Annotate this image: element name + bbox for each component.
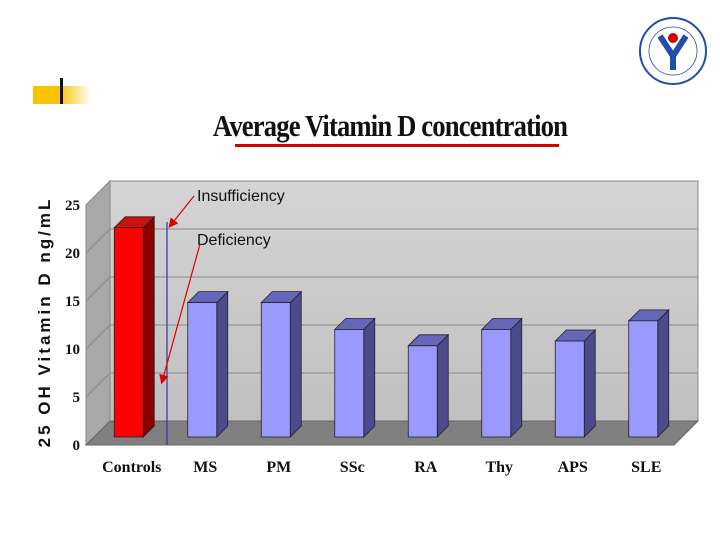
y-tick-label: 25 [65, 198, 80, 214]
plot-side-wall [85, 179, 111, 447]
y-axis-title: 25 OH Vitamin D ng/mL [35, 197, 54, 448]
bar [554, 340, 585, 438]
deficiency-arrow [159, 243, 201, 385]
chart-title: Average Vitamin D concentration [212, 108, 568, 143]
gridline-side [85, 276, 111, 302]
x-tick-label: SLE [631, 459, 661, 476]
y-tick-label: 0 [73, 438, 81, 454]
x-tick-label: APS [558, 459, 588, 476]
x-tick-label: SSc [340, 459, 365, 476]
y-tick-label: 10 [65, 342, 80, 358]
bar [187, 302, 218, 438]
x-tick-label: MS [193, 459, 217, 476]
bar [334, 329, 365, 438]
bar-side [436, 333, 449, 438]
x-tick-label: PM [266, 459, 291, 476]
bar-side [510, 317, 523, 438]
bar [113, 227, 144, 438]
bar-side [583, 329, 596, 438]
annotation-insufficiency: Insufficiency [197, 188, 285, 205]
bar-side [142, 215, 155, 438]
bar-side [289, 290, 302, 438]
bar [260, 302, 291, 438]
bar-side [216, 290, 229, 438]
x-tick-label: Controls [102, 459, 161, 476]
bar-side [363, 317, 376, 438]
title-underline [235, 144, 559, 147]
institution-logo-icon [639, 17, 707, 85]
accent-tick [60, 78, 63, 104]
y-tick-label: 15 [65, 294, 80, 310]
bar [481, 329, 512, 438]
bar [407, 345, 438, 438]
y-tick-label: 5 [73, 390, 81, 406]
x-tick-label: Thy [485, 459, 513, 476]
annotation-deficiency: Deficiency [197, 232, 271, 249]
insufficiency-arrow [168, 195, 195, 228]
bar-side [657, 308, 670, 438]
bar [628, 320, 659, 438]
gridline-side [85, 372, 111, 398]
plot-floor [84, 420, 700, 446]
y-tick-label: 20 [65, 246, 80, 262]
gridline-side [85, 324, 111, 350]
gridline-side [85, 180, 111, 206]
x-tick-label: RA [414, 459, 438, 476]
gridline-side [85, 228, 111, 254]
